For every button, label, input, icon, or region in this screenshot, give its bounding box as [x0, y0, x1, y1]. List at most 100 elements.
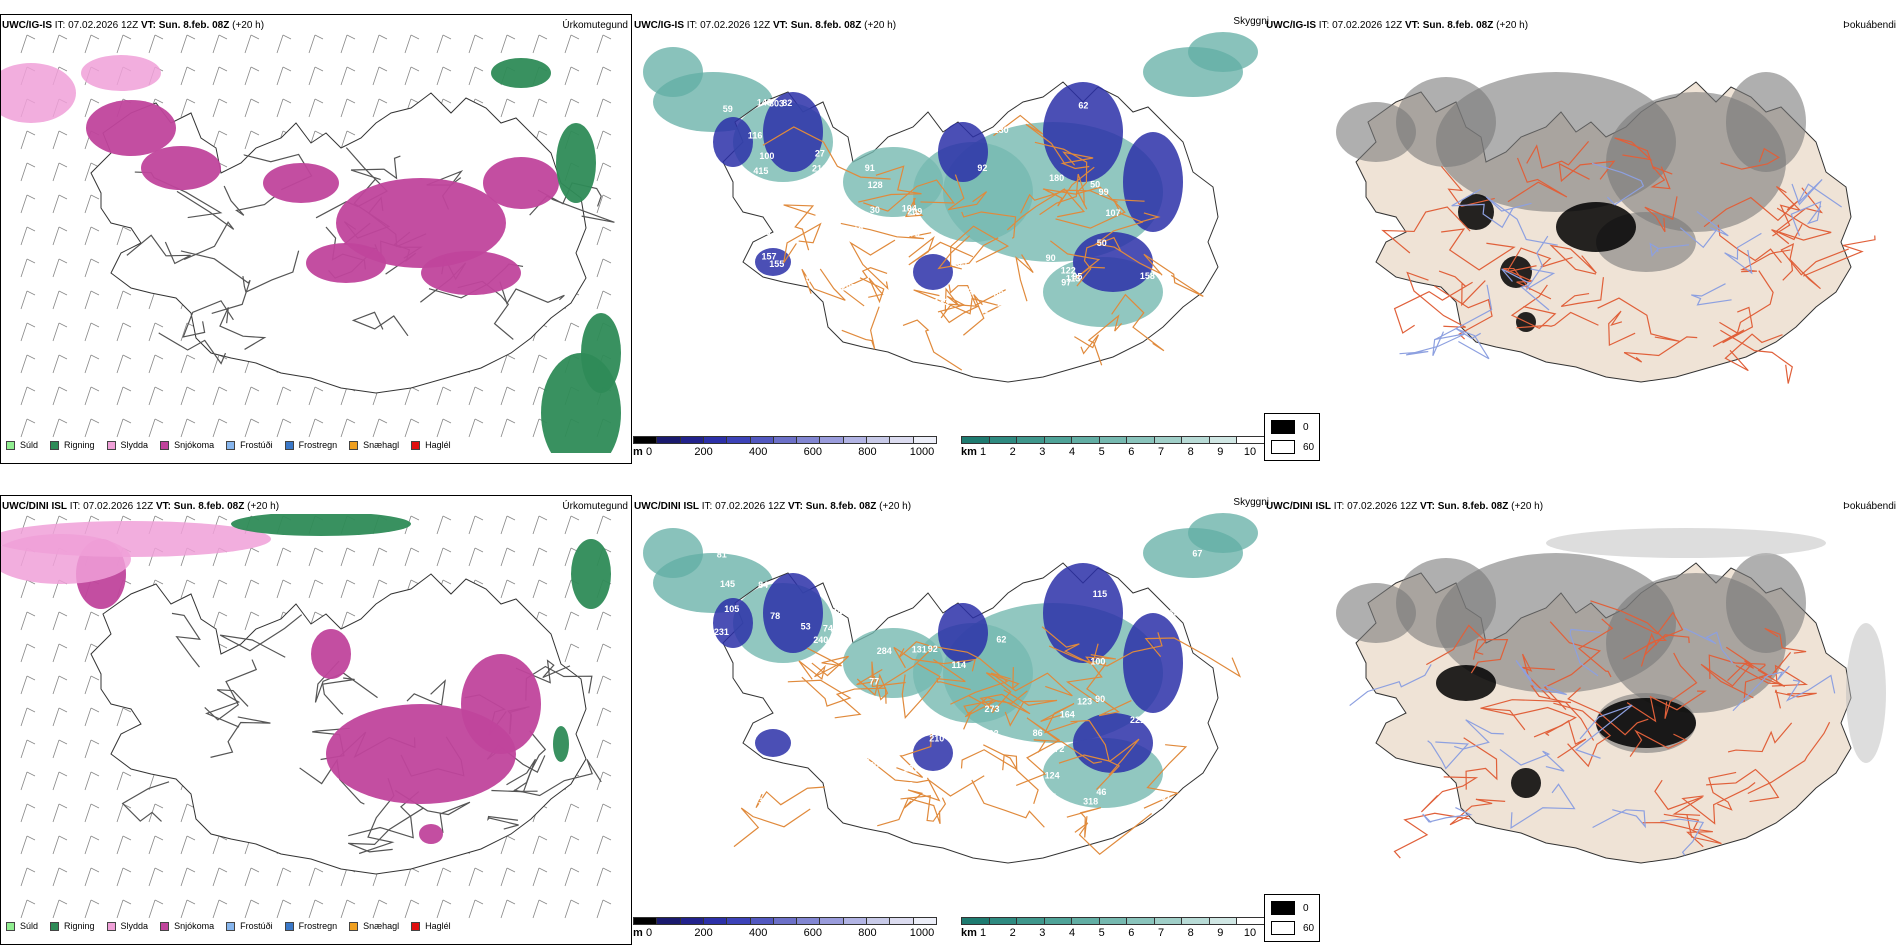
road-line	[1482, 706, 1577, 736]
vt-value: Sun. 8.feb. 08Z	[158, 20, 230, 31]
lead-time: (+20 h)	[864, 20, 897, 31]
road-line	[1015, 717, 1061, 786]
lead-time: (+20 h)	[879, 501, 912, 512]
ceiling-value-label: 24	[965, 276, 975, 286]
road-line	[1706, 768, 1780, 803]
wind-barb	[116, 418, 132, 438]
ceiling-value-label: 52	[1178, 130, 1188, 140]
sleet-area	[1, 534, 131, 584]
wind-barb	[308, 418, 324, 438]
visibility-area	[1188, 513, 1258, 553]
wind-barb	[52, 835, 68, 855]
colorbar-segment	[1181, 917, 1210, 925]
wind-barb	[244, 386, 260, 406]
road-line	[1393, 812, 1470, 859]
road-line	[1724, 232, 1762, 275]
lead-time: (+20 h)	[232, 20, 265, 31]
colorbar-segment	[988, 436, 1018, 444]
vis-panel-top: UWC/IG-IS IT: 07.02.2026 12Z VT: Sun. 8.…	[633, 14, 1269, 464]
vis-map-svg: 210 124 114 83 100 172 93 46 74 158 124 131 115 90 62 1…	[643, 513, 1258, 864]
road-line	[963, 699, 995, 730]
ceiling-value-label: 99	[1099, 187, 1109, 197]
vt-label: VT:	[1419, 501, 1435, 512]
colorbar-tick-label: 6	[1128, 446, 1135, 458]
wind-barb	[84, 803, 100, 823]
visibility-area	[1188, 32, 1258, 72]
wind-barb	[84, 611, 100, 631]
road-line	[863, 179, 955, 212]
road-line	[1782, 259, 1821, 290]
ceiling-value-label: 210	[929, 733, 944, 743]
colorbar-tick-label: 7	[1157, 927, 1165, 939]
wind-barb	[20, 739, 36, 759]
road-line	[1664, 652, 1698, 719]
snow-area	[421, 251, 521, 295]
colorbar-tick-label: 1	[979, 446, 987, 458]
fog-index-area	[1336, 102, 1416, 162]
road-line	[904, 197, 924, 218]
wind-barb	[532, 867, 548, 887]
colorbar-segment	[679, 436, 704, 444]
ceiling-value-label: 103	[855, 752, 870, 762]
model-name: UWC/DINI ISL	[1266, 501, 1331, 512]
colorbar-tick-label: 4	[1068, 446, 1076, 458]
wind-barb	[596, 803, 612, 823]
road-line	[1790, 200, 1822, 237]
wind-barb	[308, 867, 324, 887]
wind-barb	[372, 547, 388, 567]
wind-barb	[564, 835, 580, 855]
colorbar-segment	[889, 917, 914, 925]
wind-barb	[436, 547, 452, 567]
road-line	[1785, 674, 1836, 702]
road-line	[406, 679, 446, 706]
ceiling-value-label: 82	[782, 98, 792, 108]
wind-barb	[20, 867, 36, 887]
wind-barb	[180, 867, 196, 887]
precip-legend-item: Slydda	[106, 921, 148, 931]
road-line	[1569, 628, 1601, 677]
wind-barb	[180, 899, 196, 919]
road-line	[1724, 333, 1783, 372]
road-line	[1614, 137, 1655, 170]
ceiling-value-label: 59	[723, 104, 733, 114]
wind-barb	[148, 835, 164, 855]
model-name: UWC/IG-IS	[2, 20, 52, 31]
legend-label: Frostregn	[298, 440, 338, 450]
snow-area	[86, 100, 176, 156]
colorbar-segment	[1071, 436, 1100, 444]
road-line	[1700, 646, 1754, 699]
wind-barb	[212, 579, 228, 599]
wind-barb	[180, 386, 196, 406]
colorbar-segment	[796, 436, 821, 444]
wind-barb	[564, 322, 580, 342]
road-line	[1058, 719, 1110, 764]
precip-map-bottom	[0, 495, 632, 945]
vt-label: VT:	[1404, 20, 1420, 31]
colorbar-tick-label: 7	[1157, 446, 1165, 458]
wind-barb	[500, 899, 516, 919]
wind-barb	[244, 611, 260, 631]
fog-title-top: Þokuábendi	[1843, 20, 1896, 31]
road-line	[322, 677, 355, 715]
precip-legend-item: Snjókoma	[160, 440, 214, 450]
road-line	[960, 744, 1018, 771]
colorbar-tick-label: 400	[749, 446, 768, 458]
vt-label: VT:	[772, 20, 788, 31]
wind-barb	[340, 66, 356, 86]
ceiling-value-label: 88	[812, 242, 822, 252]
sleet-area	[81, 55, 161, 91]
wind-barb	[52, 290, 68, 310]
road-line	[1558, 160, 1616, 183]
road-line	[1774, 689, 1817, 709]
colorbar-segment	[866, 917, 891, 925]
wind-barb	[84, 354, 100, 374]
ceiling-value-label: 115	[1093, 589, 1108, 599]
vis-map-svg: 9872492595521552325350278815813321621501…	[643, 32, 1258, 383]
fog-swatch-black	[1271, 420, 1295, 434]
vt-label: VT:	[155, 501, 171, 512]
wind-barb	[596, 867, 612, 887]
wind-barb	[596, 611, 612, 631]
road-line	[1644, 632, 1690, 656]
wind-barb	[596, 707, 612, 727]
ceiling-value-label: 241	[828, 546, 843, 556]
